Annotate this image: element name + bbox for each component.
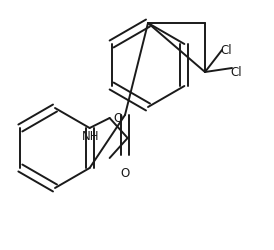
Text: O: O [114, 112, 123, 124]
Text: Cl: Cl [220, 44, 232, 57]
Text: NH: NH [82, 130, 99, 143]
Text: O: O [120, 167, 130, 180]
Text: Cl: Cl [230, 66, 242, 78]
